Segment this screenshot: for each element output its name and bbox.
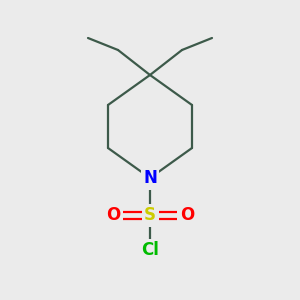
Text: O: O	[106, 206, 120, 224]
Text: Cl: Cl	[141, 241, 159, 259]
Text: O: O	[180, 206, 194, 224]
Text: S: S	[144, 206, 156, 224]
Text: N: N	[143, 169, 157, 187]
